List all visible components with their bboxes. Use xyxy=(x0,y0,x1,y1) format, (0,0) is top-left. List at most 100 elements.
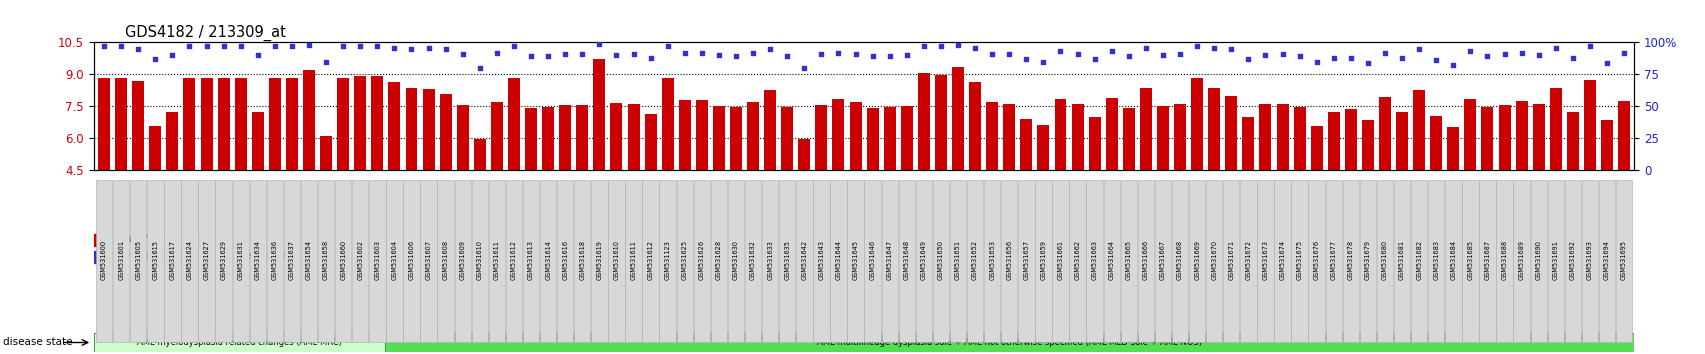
FancyBboxPatch shape xyxy=(1427,180,1444,342)
Text: GSM531630: GSM531630 xyxy=(733,240,738,280)
FancyBboxPatch shape xyxy=(488,180,505,342)
Point xyxy=(1013,56,1040,62)
Point xyxy=(772,54,800,59)
Point xyxy=(1524,52,1552,58)
Bar xyxy=(1514,101,1526,170)
FancyBboxPatch shape xyxy=(249,180,266,342)
FancyBboxPatch shape xyxy=(728,180,743,342)
Bar xyxy=(849,102,861,170)
Text: GSM531664: GSM531664 xyxy=(1108,240,1113,280)
Bar xyxy=(1429,116,1441,170)
Point xyxy=(431,46,459,52)
FancyBboxPatch shape xyxy=(830,180,846,342)
Text: GSM531634: GSM531634 xyxy=(254,240,261,280)
Bar xyxy=(610,103,622,170)
Bar xyxy=(644,114,656,170)
Bar xyxy=(286,78,298,170)
Text: GSM531693: GSM531693 xyxy=(1586,240,1592,280)
Bar xyxy=(883,107,895,170)
Point xyxy=(602,52,629,58)
Point xyxy=(1541,45,1569,50)
FancyBboxPatch shape xyxy=(813,180,829,342)
FancyBboxPatch shape xyxy=(1205,180,1222,342)
FancyBboxPatch shape xyxy=(1563,180,1581,342)
Point xyxy=(1166,51,1193,57)
Bar xyxy=(1122,108,1134,170)
Bar xyxy=(94,251,109,263)
FancyBboxPatch shape xyxy=(1291,180,1308,342)
Bar xyxy=(747,102,759,170)
FancyBboxPatch shape xyxy=(181,180,198,342)
Text: GSM531653: GSM531653 xyxy=(989,240,994,280)
Text: GSM531650: GSM531650 xyxy=(938,240,943,280)
Bar xyxy=(355,76,367,170)
Bar xyxy=(1207,88,1219,170)
Bar xyxy=(1548,88,1560,170)
FancyBboxPatch shape xyxy=(1410,180,1427,342)
FancyBboxPatch shape xyxy=(847,180,863,342)
Text: GSM531600: GSM531600 xyxy=(101,240,107,280)
Text: GSM531684: GSM531684 xyxy=(1449,240,1456,280)
Point xyxy=(1081,56,1108,62)
Text: GSM531609: GSM531609 xyxy=(459,240,465,280)
Text: GSM531660: GSM531660 xyxy=(339,240,346,280)
Point xyxy=(1558,55,1586,61)
Point xyxy=(500,44,527,49)
Point xyxy=(1030,59,1057,64)
Bar xyxy=(491,102,503,170)
Text: GSM531604: GSM531604 xyxy=(390,240,397,280)
Text: GSM531656: GSM531656 xyxy=(1006,240,1011,280)
Text: GSM531618: GSM531618 xyxy=(580,240,585,280)
Text: GSM531689: GSM531689 xyxy=(1517,240,1524,280)
Point xyxy=(1234,56,1262,62)
Text: GSM531679: GSM531679 xyxy=(1364,240,1371,280)
Bar xyxy=(968,82,980,170)
Bar xyxy=(1156,106,1168,170)
Point xyxy=(1456,48,1483,54)
Text: GSM531667: GSM531667 xyxy=(1159,240,1165,280)
FancyBboxPatch shape xyxy=(660,180,675,342)
FancyBboxPatch shape xyxy=(95,180,113,342)
Point xyxy=(295,42,322,48)
Text: GSM531610: GSM531610 xyxy=(614,240,619,280)
Text: GSM531657: GSM531657 xyxy=(1023,240,1028,280)
Text: GSM531632: GSM531632 xyxy=(750,240,755,280)
FancyBboxPatch shape xyxy=(147,180,164,342)
Text: GSM531602: GSM531602 xyxy=(356,240,363,280)
Point xyxy=(1388,55,1415,61)
Bar xyxy=(252,112,264,170)
Point xyxy=(397,46,425,52)
Point xyxy=(568,51,595,57)
FancyBboxPatch shape xyxy=(1512,180,1529,342)
Text: GSM531629: GSM531629 xyxy=(220,240,227,280)
Bar xyxy=(303,70,315,170)
FancyBboxPatch shape xyxy=(1342,180,1359,342)
Text: GSM531610: GSM531610 xyxy=(476,240,483,280)
Text: GSM531616: GSM531616 xyxy=(563,240,568,280)
FancyBboxPatch shape xyxy=(1257,180,1274,342)
Text: GSM531608: GSM531608 xyxy=(442,240,448,280)
Bar xyxy=(1326,112,1338,170)
Point xyxy=(910,44,938,49)
Bar xyxy=(1412,90,1424,170)
Bar xyxy=(1173,104,1185,170)
Point xyxy=(1286,54,1313,59)
Bar xyxy=(184,78,196,170)
Text: disease state: disease state xyxy=(3,337,73,348)
Bar xyxy=(900,106,912,170)
Text: GSM531652: GSM531652 xyxy=(972,240,977,280)
Text: GSM531615: GSM531615 xyxy=(152,240,159,280)
FancyBboxPatch shape xyxy=(881,180,897,342)
Point xyxy=(1132,45,1159,50)
Text: GSM531644: GSM531644 xyxy=(835,240,841,280)
Bar xyxy=(116,78,128,170)
Text: GSM531636: GSM531636 xyxy=(271,240,278,280)
Bar xyxy=(934,75,946,170)
Bar xyxy=(679,100,691,170)
FancyBboxPatch shape xyxy=(368,180,385,342)
FancyBboxPatch shape xyxy=(317,180,334,342)
Text: GSM531625: GSM531625 xyxy=(682,240,687,280)
Point xyxy=(90,44,118,49)
FancyBboxPatch shape xyxy=(1001,180,1016,342)
FancyBboxPatch shape xyxy=(334,180,351,342)
